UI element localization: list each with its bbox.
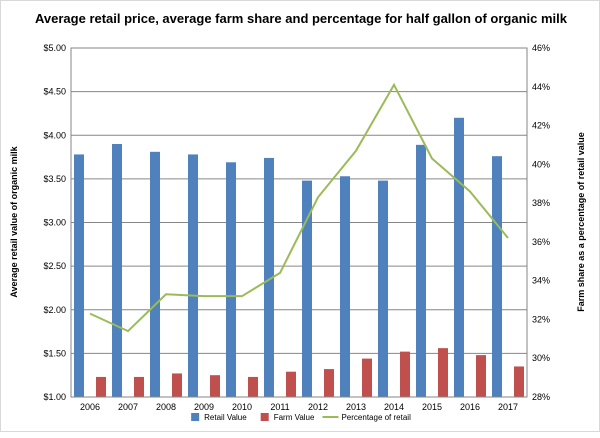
farm-value-bar [286,371,296,397]
x-tick-label: 2013 [346,402,366,412]
legend-label: Percentage of retail [341,413,411,422]
y2-tick-label: 34% [532,276,550,286]
y2-tick-label: 30% [532,353,550,363]
x-tick-label: 2016 [460,402,480,412]
farm-value-bar [476,355,486,397]
x-tick-label: 2017 [498,402,518,412]
x-tick-label: 2009 [194,402,214,412]
farm-value-bar [172,373,182,397]
retail-value-bar [302,180,312,397]
retail-value-bar [340,176,350,397]
farm-value-bar [514,366,524,397]
y2-tick-label: 28% [532,392,550,402]
retail-value-bar [264,157,274,397]
x-tick-label: 2011 [270,402,289,412]
x-tick-label: 2006 [80,402,100,412]
y-tick-label: $1.50 [43,348,66,358]
retail-value-bar [188,154,198,397]
retail-value-bar [112,143,122,397]
y2-tick-label: 36% [532,237,550,247]
y-tick-label: $3.00 [43,218,66,228]
legend-swatch [191,413,200,421]
plot-area-border [70,47,528,398]
retail-value-bar [226,162,236,397]
y-tick-label: $4.00 [43,130,66,140]
chart-title: Average retail price, average farm share… [35,11,568,26]
y-axis-tick-labels: $1.00 $1.50 $2.00 $2.50 $3.00 $3.50 $4.00 $4.50… [43,43,66,402]
y-tick-label: $2.50 [43,261,66,271]
retail-value-bar [150,151,160,397]
x-tick-label: 2010 [232,402,252,412]
x-tick-label: 2015 [422,402,442,412]
y2-tick-label: 44% [532,82,550,92]
farm-value-bar [96,376,106,397]
legend-label: Farm Value [274,413,315,422]
farm-value-bar [210,375,220,397]
y2-tick-label: 46% [532,43,550,53]
y-tick-label: $2.00 [43,305,66,315]
y-tick-label: $5.00 [43,43,66,53]
line-series [89,82,509,333]
farm-value-bar [134,376,144,397]
retail-value-bar [454,117,464,398]
legend: Retail Value Farm Value Percentage of reta… [191,413,411,422]
x-axis-tick-labels: 2006 2007 2008 2009 2010 2011 2012 2013 2014 2015… [80,402,518,412]
retail-value-bar [492,156,502,397]
x-tick-label: 2014 [384,402,404,412]
percentage-of-retail-line [89,82,509,333]
y2-tick-label: 38% [532,198,550,208]
y2-tick-label: 40% [532,159,550,169]
y2-axis-title: Farm share as a percentage of retail val… [576,132,586,312]
y-tick-label: $4.50 [43,87,66,97]
farm-value-bar [362,358,372,397]
legend-label: Retail Value [204,413,247,422]
y2-axis-tick-labels: 28% 30% 32% 34% 36% 38% 40% 42% 44% 46% [532,43,550,402]
retail-value-bar [74,154,84,397]
retail-value-bar [378,180,388,397]
legend-item: Percentage of retail [322,413,411,422]
farm-value-bar [400,351,410,397]
legend-swatch [260,413,269,421]
legend-item: Retail Value [191,413,247,422]
farm-value-bar [248,376,258,397]
y-tick-label: $1.00 [43,392,66,402]
bars [74,117,524,398]
y2-tick-label: 32% [532,314,550,324]
legend-item: Farm Value [260,413,315,422]
y-tick-label: $3.50 [43,174,66,184]
farm-value-bar [324,369,334,397]
farm-value-bar [438,348,448,397]
y2-tick-label: 42% [532,121,550,131]
retail-value-bar [416,144,426,397]
x-tick-label: 2007 [118,402,138,412]
gridlines [71,91,527,354]
x-tick-label: 2008 [156,402,176,412]
y-axis-title: Average retail value of organic milk [9,145,19,297]
x-tick-label: 2012 [308,402,328,412]
